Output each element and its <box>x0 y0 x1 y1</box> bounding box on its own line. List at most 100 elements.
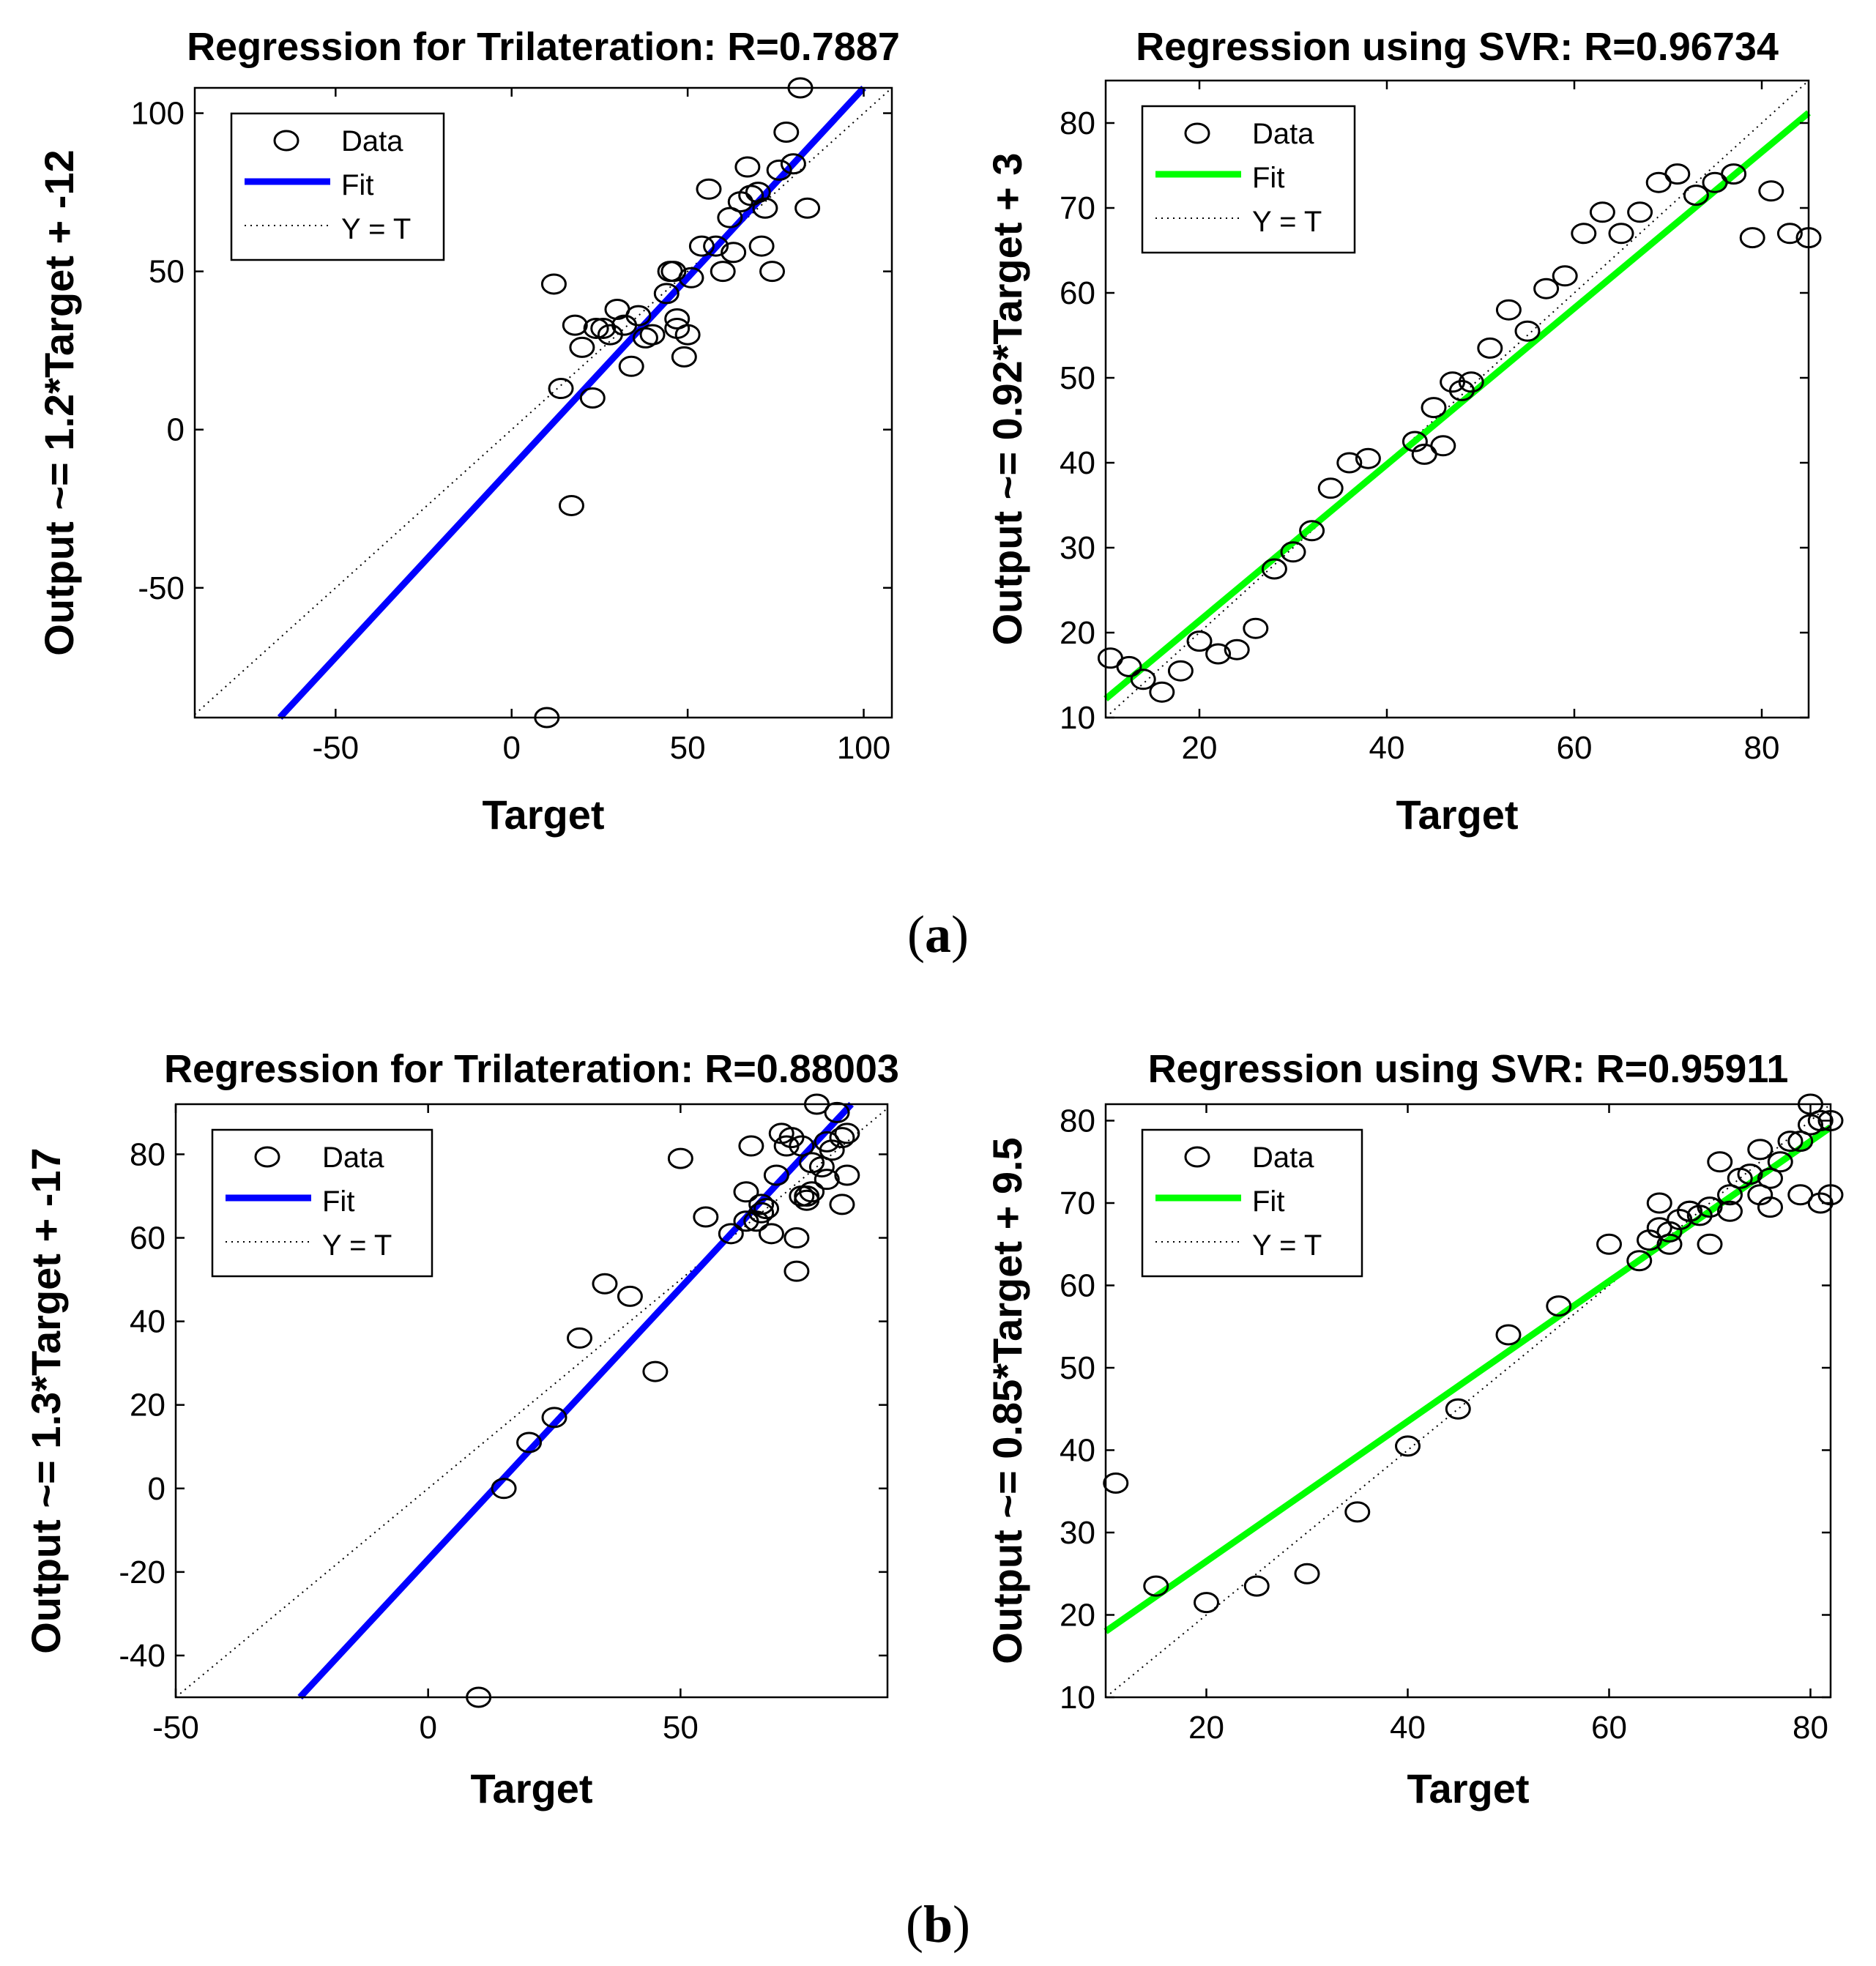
data-point <box>783 1227 810 1249</box>
data-point <box>516 1431 543 1453</box>
x-axis-label: Target <box>1396 792 1519 838</box>
data-point <box>1167 660 1194 682</box>
data-point <box>653 283 680 305</box>
data-point <box>678 267 704 288</box>
legend-entry: Y = T <box>1252 1229 1322 1262</box>
data-point <box>748 1202 775 1224</box>
legend: Data Fit Y = T <box>211 1128 433 1278</box>
x-tick-label: -50 <box>152 1710 199 1746</box>
data-point <box>1747 1139 1773 1161</box>
data-point <box>721 242 747 264</box>
data-point <box>1787 1184 1814 1206</box>
y-tick-label: 10 <box>1060 700 1095 736</box>
plot-frame <box>193 86 893 719</box>
legend-entry: Data <box>1252 118 1314 150</box>
data-point <box>1243 1575 1270 1597</box>
data-point <box>1299 520 1325 542</box>
data-point <box>1194 1592 1219 1614</box>
data-point <box>491 1478 517 1500</box>
data-point <box>1758 180 1784 202</box>
chart-a-trilateration: Regression for Trilateration: R=0.7887 -5… <box>36 25 900 838</box>
y-tick-label: 50 <box>1060 360 1095 396</box>
y-tick-label: 50 <box>149 254 185 290</box>
y-axis-label: Output ~= 0.85*Target + 9.5 <box>984 1137 1030 1664</box>
data-point <box>1546 1295 1572 1317</box>
data-point <box>1686 1204 1713 1226</box>
legend-entry: Y = T <box>1252 206 1322 238</box>
data-point <box>1533 278 1560 299</box>
legend: Data Fit Y = T <box>230 112 445 261</box>
y-tick-label: 0 <box>167 412 185 448</box>
data-point <box>1495 1324 1522 1346</box>
chart-title: Regression for Trilateration: R=0.7887 <box>187 25 900 69</box>
data-point <box>1186 630 1213 652</box>
data-point <box>766 159 792 181</box>
data-point <box>748 1194 775 1215</box>
x-tick-label: 40 <box>1390 1710 1426 1746</box>
data-point <box>783 1260 810 1282</box>
data-point <box>1608 223 1634 245</box>
data-point <box>1103 1472 1129 1494</box>
x-tick-label: 0 <box>502 730 520 766</box>
legend: Data Fit Y = T <box>1141 1128 1363 1278</box>
x-axis-label: Target <box>483 792 605 838</box>
legend-entry: Data <box>322 1142 384 1174</box>
legend-data-symbol <box>1184 122 1210 144</box>
y-tick-label: -50 <box>138 570 185 606</box>
data-point <box>1757 1167 1783 1189</box>
data-point <box>794 197 821 219</box>
data-point <box>1514 320 1541 342</box>
y-tick-label: 70 <box>1060 190 1095 226</box>
data-point <box>1280 541 1306 563</box>
y-tick-label: 80 <box>1060 1103 1095 1139</box>
x-tick-label: 20 <box>1182 730 1218 766</box>
y-tick-label: 40 <box>1060 1433 1095 1469</box>
data-point <box>1130 669 1156 690</box>
x-tick-label: 60 <box>1557 730 1593 766</box>
data-point <box>1224 638 1250 660</box>
data-point <box>579 387 606 409</box>
data-point <box>799 1181 825 1203</box>
data-point <box>1777 1131 1804 1153</box>
data-point <box>1683 185 1709 206</box>
y-tick-label: -20 <box>119 1554 165 1590</box>
legend-box <box>211 1128 433 1278</box>
y-tick-label: 20 <box>1060 615 1095 651</box>
data-point <box>1697 1233 1723 1255</box>
legend-entry: Fit <box>341 169 373 201</box>
data-point <box>829 1194 855 1215</box>
data-point <box>717 206 743 228</box>
chart-title: Regression using SVR: R=0.95911 <box>1148 1047 1789 1091</box>
y-tick-label: 40 <box>1060 445 1095 481</box>
plot-frame <box>174 1103 889 1699</box>
data-point <box>1767 1151 1793 1173</box>
data-point <box>1697 1196 1723 1218</box>
legend-data-symbol <box>273 130 299 152</box>
legend-data-symbol <box>254 1146 280 1168</box>
data-point <box>590 317 617 339</box>
data-point <box>1717 1184 1743 1206</box>
data-point <box>1717 1200 1743 1222</box>
x-tick-label: 100 <box>837 730 890 766</box>
y-axis-label: Output ~= 1.2*Target + -12 <box>36 149 82 655</box>
x-axis-label: Target <box>471 1765 593 1812</box>
data-point <box>1667 1209 1693 1230</box>
plot-frame <box>1104 1103 1832 1699</box>
data-point <box>703 235 729 257</box>
data-point <box>617 1285 643 1307</box>
data-point <box>1445 1398 1471 1420</box>
data-point <box>1205 643 1232 665</box>
data-point <box>548 378 574 400</box>
data-point <box>789 1135 815 1157</box>
y-tick-label: 60 <box>1060 1268 1095 1304</box>
legend-entry: Y = T <box>322 1229 392 1262</box>
data-point <box>814 1169 840 1191</box>
data-point <box>1243 617 1269 639</box>
data-point <box>1294 1563 1320 1585</box>
data-point <box>1807 1110 1834 1131</box>
data-point <box>1626 1250 1653 1272</box>
data-point <box>1737 1163 1763 1185</box>
data-point <box>1355 447 1381 469</box>
data-point <box>753 1198 780 1220</box>
chart-b-trilateration: Regression for Trilateration: R=0.88003 -… <box>23 1047 899 1812</box>
